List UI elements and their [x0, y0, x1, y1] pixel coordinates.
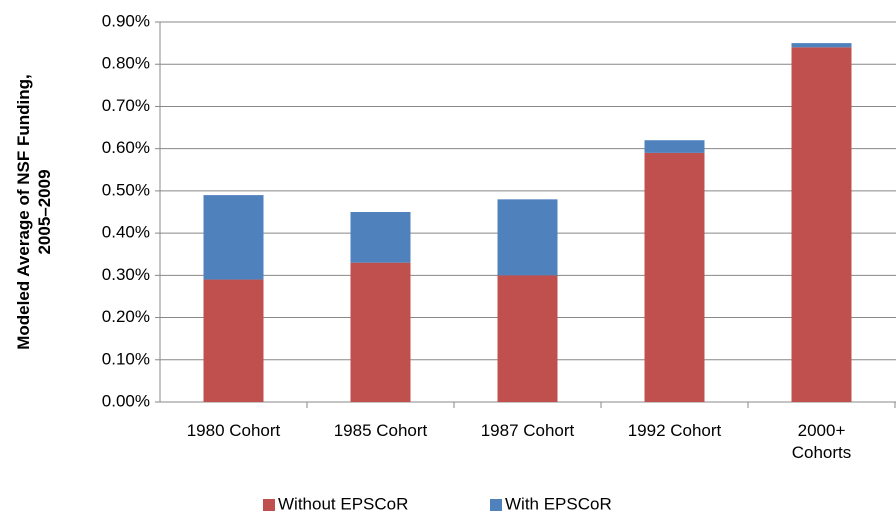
y-tick-label: 0.90% — [102, 11, 150, 30]
y-tick-label: 0.10% — [102, 349, 150, 368]
legend-swatch — [490, 499, 502, 511]
y-tick-label: 0.80% — [102, 54, 150, 73]
bar-segment — [791, 47, 852, 402]
x-tick-label: 1987 Cohort — [480, 421, 575, 440]
y-axis-label: Modeled Average of NSF Funding, 2005–200… — [14, 74, 54, 350]
y-tick-label: 0.30% — [102, 265, 150, 284]
y-tick-label: 0.60% — [102, 138, 150, 157]
legend-swatch — [263, 499, 275, 511]
x-tick-label: 2000+ Cohorts — [791, 421, 852, 462]
bar-segment — [497, 199, 558, 276]
legend-label: With EPSCoR — [505, 494, 612, 513]
bar-segment — [203, 195, 264, 280]
y-tick-label: 0.50% — [102, 180, 150, 199]
y-tick-label: 0.70% — [102, 96, 150, 115]
x-tick-label: 1980 Cohort — [186, 421, 281, 440]
x-tick-label: 1992 Cohort — [627, 421, 722, 440]
bar-segment — [791, 43, 852, 48]
bar-segment — [350, 262, 411, 402]
bar-segment — [644, 140, 705, 153]
y-tick-label: 0.00% — [102, 391, 150, 410]
y-tick-label: 0.20% — [102, 307, 150, 326]
bar-segment — [644, 152, 705, 402]
bar-segment — [350, 212, 411, 263]
bar-segment — [203, 279, 264, 402]
y-tick-label: 0.40% — [102, 223, 150, 242]
bar-segment — [497, 275, 558, 402]
legend-label: Without EPSCoR — [278, 494, 408, 513]
x-tick-label: 1985 Cohort — [333, 421, 428, 440]
